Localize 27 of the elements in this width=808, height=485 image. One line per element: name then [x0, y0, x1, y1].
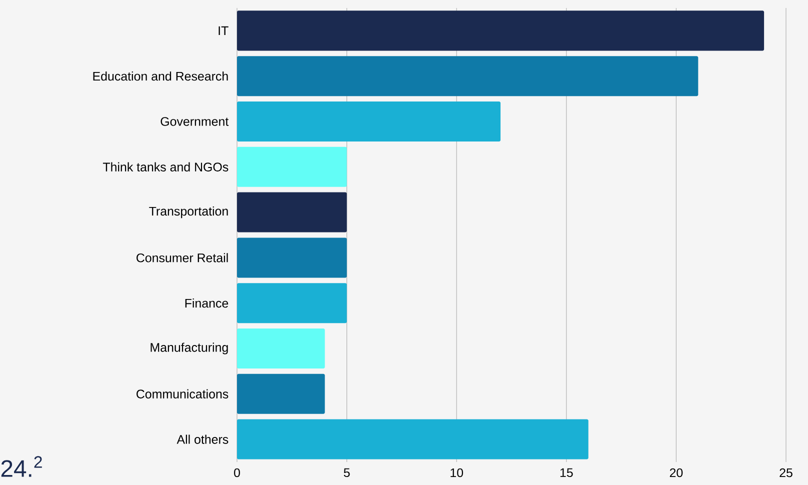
- y-tick-label: Transportation: [149, 206, 228, 218]
- y-tick-label: Consumer Retail: [136, 253, 228, 262]
- x-tick-label: 5: [344, 468, 350, 478]
- text: 24.$^{2}$: [1, 456, 42, 477]
- bar: [237, 419, 588, 460]
- y-tick-label: Communications: [136, 389, 228, 398]
- bar: [237, 283, 347, 324]
- x-tick-label: 20: [670, 468, 683, 478]
- bar: [237, 101, 501, 142]
- x-tick-label: 25: [780, 468, 792, 478]
- bar: [237, 238, 347, 278]
- bar: [237, 10, 764, 51]
- x-tick-label: 0: [234, 468, 240, 478]
- x-tick-label: 15: [560, 468, 573, 478]
- y-tick-label: Education and Research: [93, 72, 228, 81]
- y-tick-label: Manufacturing: [150, 342, 228, 354]
- y-tick-label: Government: [160, 117, 229, 126]
- y-tick-label: All others: [176, 434, 228, 444]
- y-tick-label: Think tanks and NGOs: [102, 162, 228, 172]
- y-tick-label: IT: [218, 26, 228, 35]
- bar: [237, 328, 325, 368]
- y-tick-label: Finance: [185, 298, 228, 308]
- bar: [237, 374, 325, 414]
- bar: [237, 192, 347, 232]
- bar: [237, 56, 698, 96]
- x-tick-label: 10: [450, 468, 464, 478]
- bar: [237, 146, 347, 187]
